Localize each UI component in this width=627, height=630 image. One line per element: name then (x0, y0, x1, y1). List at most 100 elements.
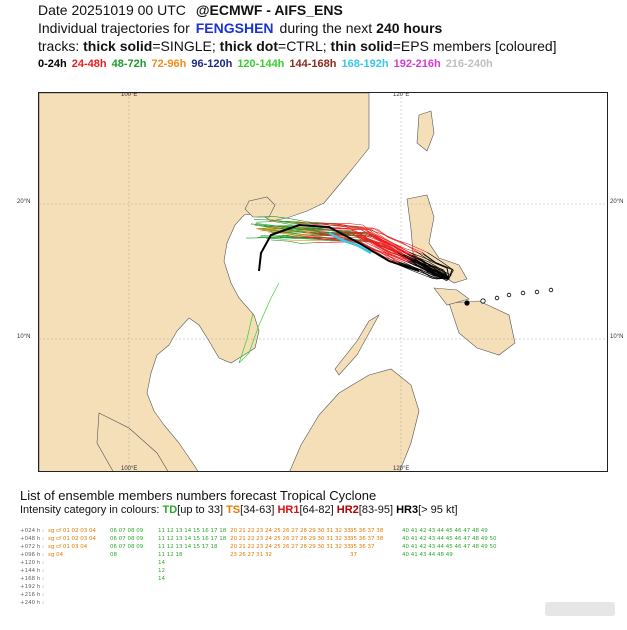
tracks-eps-bold: thin solid (330, 38, 393, 54)
track-segment (369, 242, 384, 252)
ctrl-dot (506, 292, 512, 298)
track-segment (434, 275, 450, 279)
track-segment (330, 223, 344, 226)
track-segment (428, 268, 441, 279)
track-segment (436, 277, 450, 280)
intensity-hr2-range: [83-95] (358, 504, 394, 516)
track-segment (385, 238, 403, 249)
track-segment (395, 256, 409, 263)
track-segment (396, 248, 416, 259)
track-segment (298, 221, 317, 225)
intensity-hr1: HR1 (277, 504, 300, 516)
track-segment (254, 224, 275, 229)
member-group: 40 41 42 43 44 45 46 47 48 49 50 (402, 544, 497, 550)
track-segment (409, 252, 429, 260)
time-legend-item: 24-48h (71, 58, 107, 70)
track-segment (356, 239, 371, 248)
track-segment (263, 225, 279, 228)
track-segment (409, 262, 429, 272)
mindanao-island (448, 300, 516, 356)
lead-time-label: +144 h : (20, 568, 44, 574)
date-line: Date 20251019 00 UTC @ECMWF - AIFS_ENS (38, 2, 343, 18)
track-segment (422, 267, 437, 275)
borneo-island (289, 368, 420, 471)
track-segment (446, 277, 450, 281)
track-segment (293, 222, 313, 225)
ensemble-list-title: List of ensemble members numbers forecas… (20, 488, 377, 503)
track-segment (255, 223, 275, 226)
lead-time-label: +096 h : (20, 552, 44, 558)
lead-time-label: +072 h : (20, 544, 44, 550)
member-group: sg cf 01 02 03 04 (48, 536, 97, 542)
track-segment (355, 233, 376, 245)
track-segment (367, 231, 380, 241)
ctrl-dot (480, 298, 486, 304)
track-segment (375, 239, 395, 247)
tracks-ctrl-bold: thick dot (219, 38, 279, 54)
member-group: 40 41 42 43 44 45 46 47 48 49 (402, 528, 488, 534)
track-segment (257, 216, 274, 218)
table-row: +240 h : (20, 600, 620, 608)
member-group: 14 (158, 576, 165, 582)
track-segment (384, 253, 404, 263)
track-segment (272, 219, 286, 222)
track-segment (371, 229, 386, 239)
track-segment (289, 223, 310, 225)
track-segment (322, 224, 342, 227)
track-segment (339, 229, 356, 232)
member-group: 14 (158, 560, 165, 566)
track-segment (314, 239, 330, 242)
member-group: 08 (110, 552, 117, 558)
intensity-hr3: HR3 (396, 504, 419, 516)
track-segment (273, 221, 290, 225)
track-segment (298, 238, 315, 240)
track-segment (419, 258, 435, 269)
track-segment (376, 238, 393, 249)
track-segment (343, 233, 357, 237)
lat-tick-left-10: 10°N (17, 334, 31, 340)
member-group: 11 12 13 14 15 16 17 18 (158, 536, 227, 542)
track-segment (427, 252, 442, 262)
track-segment (394, 245, 412, 256)
time-legend-item: 216-240h (445, 58, 493, 70)
track-segment (362, 224, 376, 235)
intensity-ts-range: [34-63] (240, 504, 275, 516)
title-prefix: Individual trajectories for (38, 20, 190, 36)
track-segment (448, 270, 454, 279)
track-segment (428, 259, 447, 268)
track-segment (278, 236, 292, 238)
single-track-black (258, 223, 420, 272)
track-segment (370, 239, 386, 248)
track-segment (417, 264, 432, 275)
member-group: 11 12 13 14 15 17 18 (158, 544, 218, 550)
track-segment (389, 237, 407, 246)
lead-time-label: +168 h : (20, 576, 44, 582)
track-segment (273, 227, 293, 231)
track-segment (318, 237, 338, 240)
member-group: 40 41 42 43 44 45 46 47 48 49 50 (402, 536, 497, 542)
track-segment (273, 216, 291, 219)
member-group: sg cf 01 02 03 04 (48, 528, 97, 534)
table-row: +048 h : sg cf 01 02 03 04 06 07 08 09 11 1… (20, 536, 620, 544)
track-segment (368, 238, 386, 245)
table-row: +168 h : 14 (20, 576, 620, 584)
track-segment (385, 234, 403, 244)
track-segment (385, 244, 405, 255)
ctrl-dot (534, 289, 540, 295)
track-segment (404, 256, 424, 268)
lead-time-label: +024 h : (20, 528, 44, 534)
track-segment (315, 223, 331, 225)
track-segment (265, 236, 279, 238)
track-segment (324, 239, 343, 241)
map-canvas (39, 93, 607, 471)
member-group: 06 07 08 09 (110, 528, 144, 534)
track-segment (302, 234, 322, 238)
track-segment (347, 223, 363, 226)
track-segment (341, 226, 361, 230)
taiwan-island (416, 110, 435, 152)
table-row: +216 h : (20, 592, 620, 600)
lat-tick-right-20: 20°N (610, 199, 624, 205)
track-segment (425, 262, 444, 270)
track-segment (361, 234, 379, 245)
track-segment (435, 267, 449, 278)
